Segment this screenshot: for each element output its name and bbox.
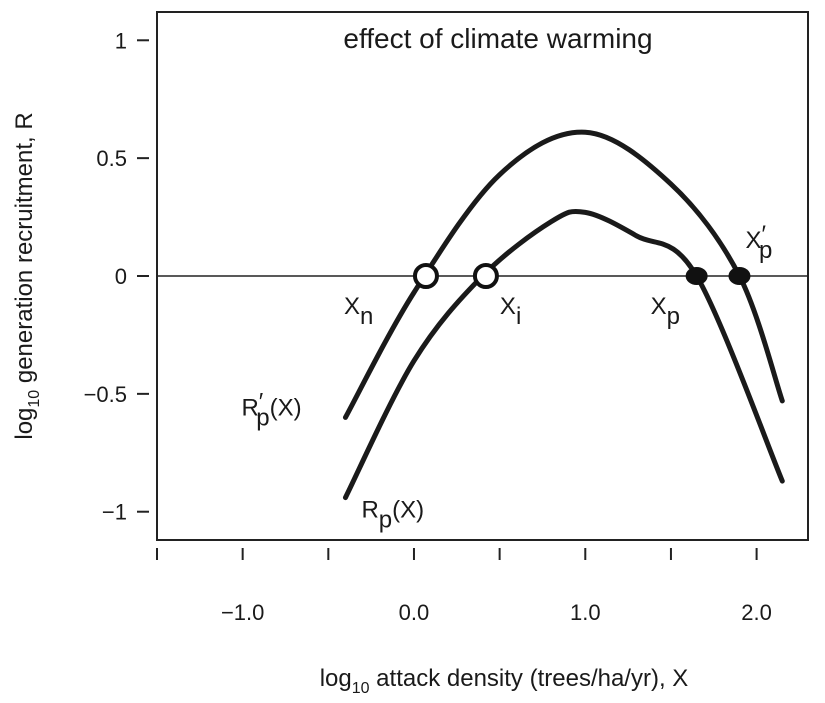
equilibrium-label-xi: Xi bbox=[500, 293, 521, 330]
y-tick-label-1: 1 bbox=[115, 28, 127, 53]
equilibrium-point-xi bbox=[472, 263, 499, 289]
series-curve-2 bbox=[342, 208, 785, 501]
y-tick-label-1: −1 bbox=[102, 500, 127, 525]
y-axis-label-prefix: log bbox=[11, 408, 38, 440]
equilibrium-point-x-p bbox=[728, 267, 751, 285]
x-tick-label-1: 1.0 bbox=[570, 600, 601, 625]
equilibrium-point-xp bbox=[685, 267, 708, 285]
y-axis-label-rest: generation recruitment, R bbox=[11, 112, 38, 389]
series-label-1: R′ p(X) bbox=[241, 388, 301, 431]
y-tick-label-0: 0 bbox=[115, 264, 127, 289]
x-axis-label: log10 attack density (trees/ha/yr), X bbox=[320, 665, 689, 697]
x-axis-label-sub: 10 bbox=[352, 680, 370, 697]
equilibrium-label-xp: Xp bbox=[651, 293, 680, 330]
y-tick-label-0-5: 0.5 bbox=[96, 146, 127, 171]
series-curve-1 bbox=[342, 129, 785, 420]
chart-title: effect of climate warming bbox=[343, 23, 652, 54]
x-tick-label-1: −1.0 bbox=[221, 600, 264, 625]
x-tick-label-0: 0.0 bbox=[399, 600, 430, 625]
x-axis-label-rest: attack density (trees/ha/yr), X bbox=[370, 665, 689, 692]
y-axis-label: log10 generation recruitment, R bbox=[11, 112, 43, 439]
equilibrium-point-xn bbox=[412, 263, 439, 289]
series-label-2: Rp(X) bbox=[361, 497, 424, 534]
x-axis-label-prefix: log bbox=[320, 665, 352, 692]
y-tick-label-0-5: −0.5 bbox=[84, 382, 127, 407]
y-axis-label-sub: 10 bbox=[26, 390, 43, 408]
equilibrium-label-xn: Xn bbox=[344, 293, 373, 330]
x-tick-label-2: 2.0 bbox=[741, 600, 772, 625]
equilibrium-label-x-p: X′ p bbox=[745, 221, 772, 264]
